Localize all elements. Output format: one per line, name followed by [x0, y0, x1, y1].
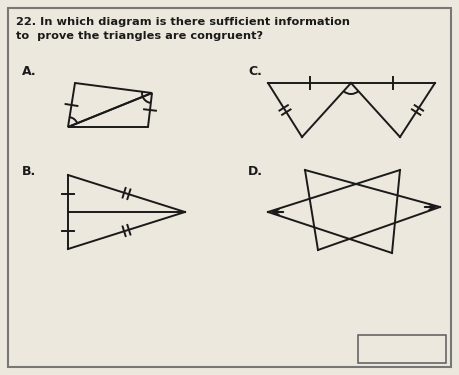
Text: B.: B.	[22, 165, 36, 178]
Text: 22. In which diagram is there sufficient information: 22. In which diagram is there sufficient…	[16, 17, 350, 27]
Text: A.: A.	[22, 65, 37, 78]
Text: to  prove the triangles are congruent?: to prove the triangles are congruent?	[16, 31, 263, 41]
Text: C.: C.	[248, 65, 262, 78]
Text: D.: D.	[248, 165, 263, 178]
Bar	[358, 335, 446, 363]
